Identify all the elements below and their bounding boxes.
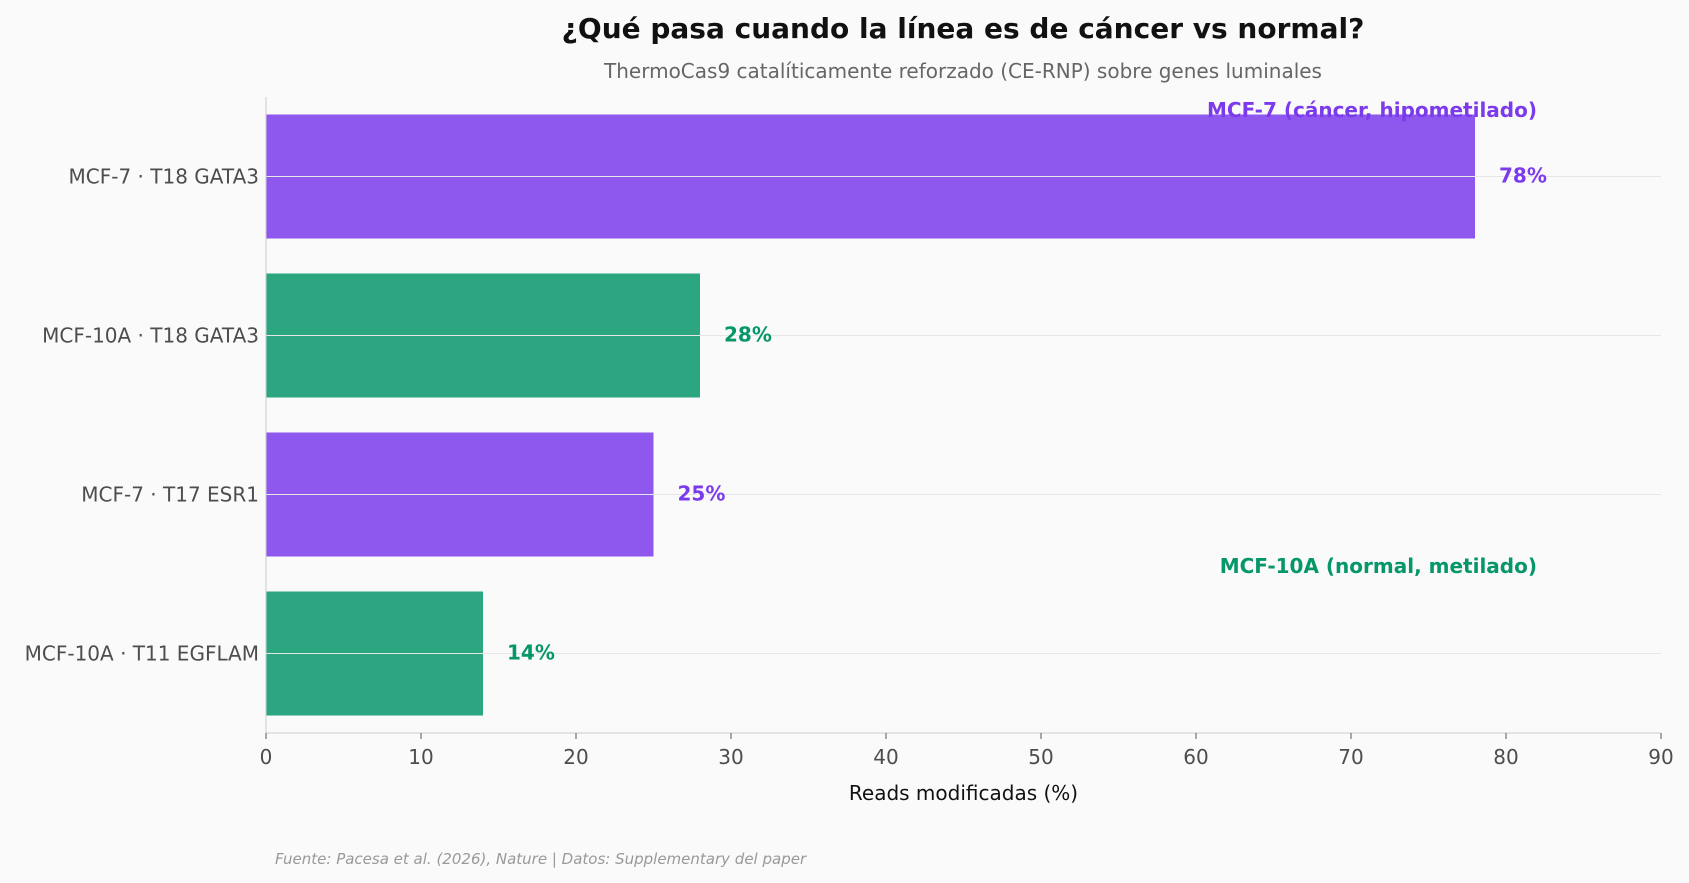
value-label: 14%	[507, 641, 555, 665]
legend-normal-label: MCF-10A (normal, metilado)	[1219, 554, 1537, 578]
x-tick-label: 30	[718, 745, 743, 769]
legend-cancer-label: MCF-7 (cáncer, hipometilado)	[1207, 98, 1537, 122]
x-tick-label: 60	[1183, 745, 1208, 769]
y-tick-label: MCF-10A · T11 EGFLAM	[25, 642, 259, 666]
x-tick-label: 40	[873, 745, 898, 769]
y-tick-label: MCF-7 · T17 ESR1	[81, 483, 259, 507]
value-label: 28%	[724, 323, 772, 347]
x-tick-label: 70	[1338, 745, 1363, 769]
value-label: 25%	[678, 482, 726, 506]
chart-subtitle: ThermoCas9 catalíticamente reforzado (CE…	[604, 59, 1322, 83]
x-tick-label: 80	[1493, 745, 1518, 769]
x-tick-label: 90	[1648, 745, 1673, 769]
x-tick-label: 50	[1028, 745, 1053, 769]
chart-title: ¿Qué pasa cuando la línea es de cáncer v…	[561, 12, 1365, 45]
y-tick-label: MCF-10A · T18 GATA3	[42, 324, 259, 348]
x-axis-label: Reads modificadas (%)	[848, 781, 1079, 805]
x-tick-label: 20	[563, 745, 588, 769]
value-label: 78%	[1499, 164, 1547, 188]
source-note: Fuente: Pacesa et al. (2026), Nature | D…	[275, 850, 807, 868]
x-tick-label: 10	[408, 745, 433, 769]
y-tick-label: MCF-7 · T18 GATA3	[69, 165, 259, 189]
x-tick-label: 0	[260, 745, 273, 769]
